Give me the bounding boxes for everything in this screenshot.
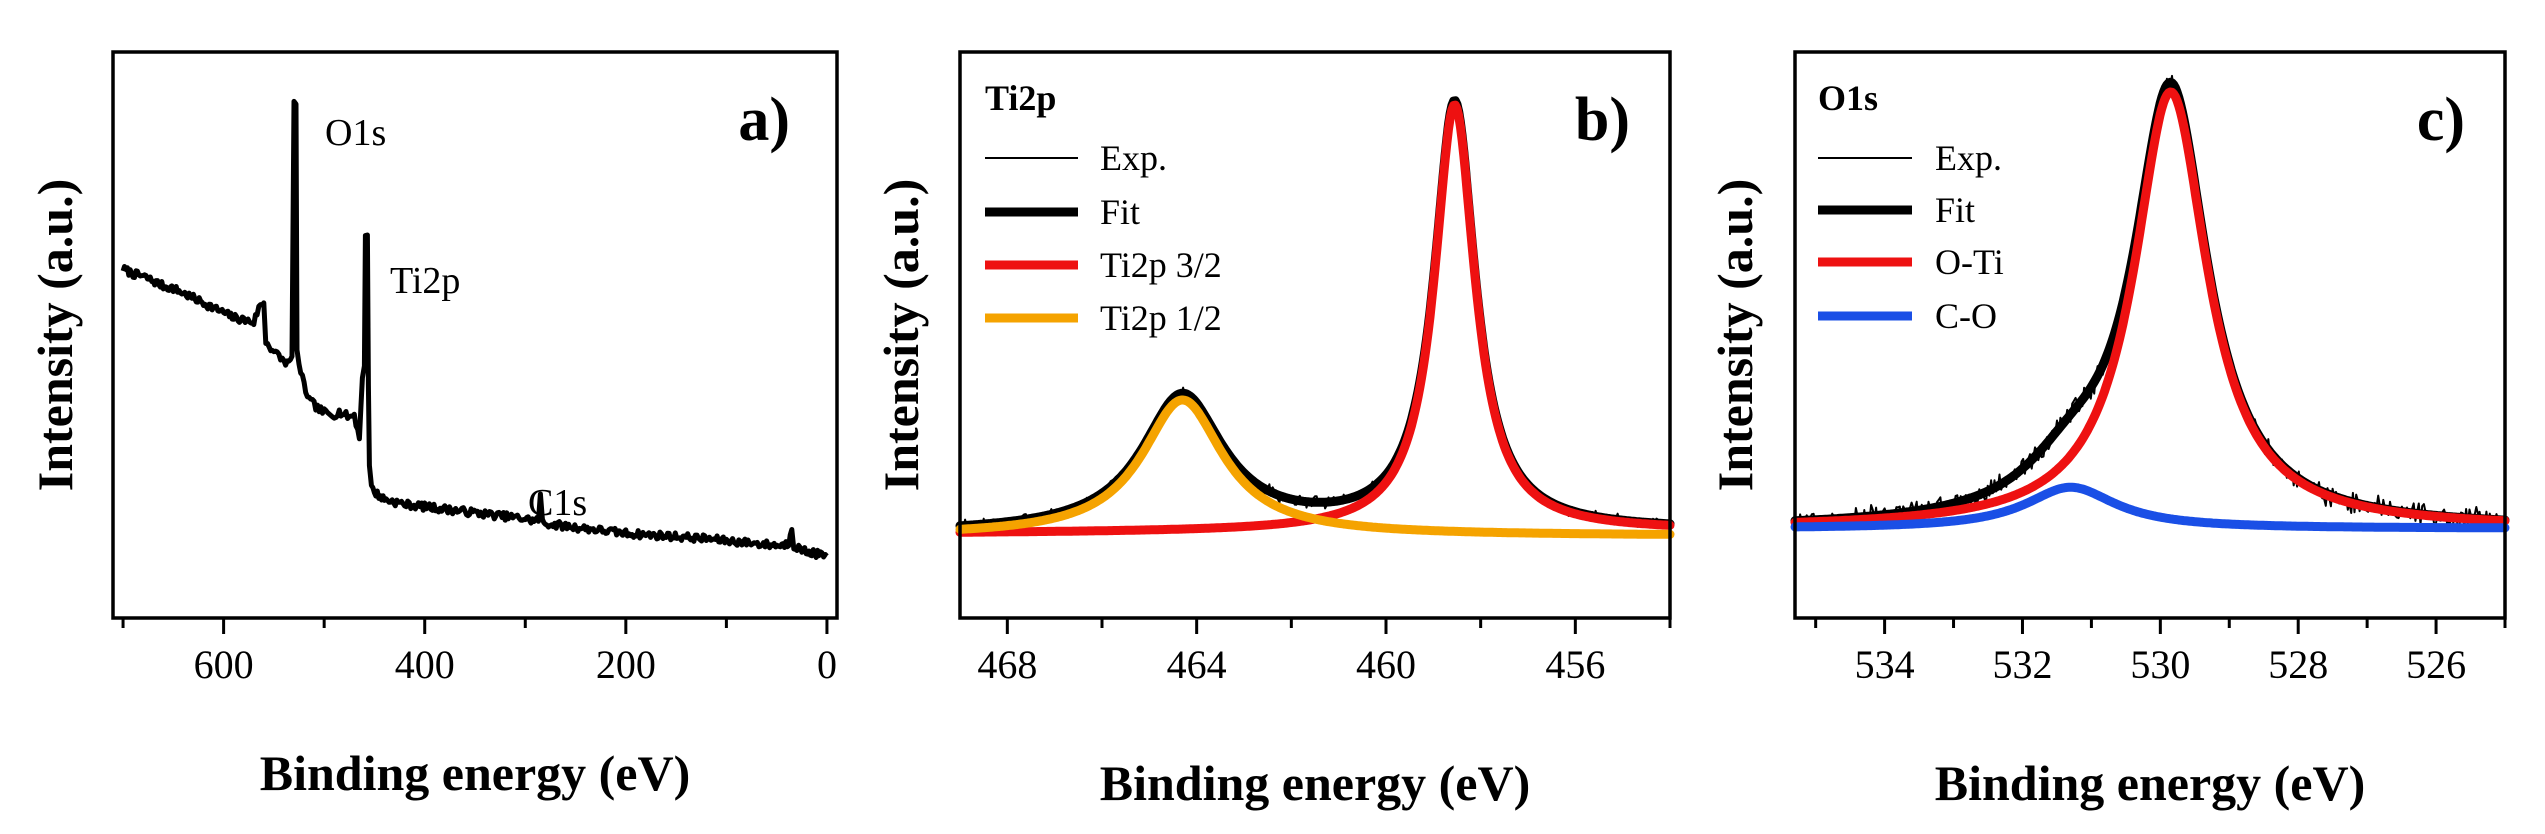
- panel-b-legend-title: Ti2p: [985, 78, 1056, 118]
- panel-c-legend-title: O1s: [1818, 78, 1878, 118]
- panel-c: 534 532 530 528 526 c) O1s Exp. Fit O-Ti C-O…: [1707, 50, 2510, 811]
- panel-b-x-axis-title: Binding energy (eV): [1100, 755, 1531, 811]
- panel-c-x-tick-label: 528: [2268, 642, 2328, 687]
- panel-c-legend-c-o: C-O: [1935, 296, 1997, 336]
- panel-b-x-tick-label: 464: [1167, 642, 1227, 687]
- panel-b-series-fit: [955, 96, 1675, 531]
- panel-c-x-tick-label: 532: [1992, 642, 2052, 687]
- panel-c-x-tick-label: 530: [2130, 642, 2190, 687]
- panel-c-x-tick-label: 526: [2406, 642, 2466, 687]
- annotation-ti2p: Ti2p: [390, 260, 460, 302]
- panel-a-y-axis-title: Intensity (a.u.): [27, 179, 83, 492]
- panel-b-axes-frame: [958, 50, 1672, 620]
- panel-c-series: [1790, 74, 2510, 533]
- panel-c-legend-o-ti: O-Ti: [1935, 242, 2004, 282]
- annotation-o1s: O1s: [325, 112, 386, 154]
- panel-a-label: a): [738, 86, 790, 154]
- panel-c-x-tick-label: 534: [1855, 642, 1915, 687]
- panel-b-legend: Ti2p Exp. Fit Ti2p 3/2 Ti2p 1/2: [985, 78, 1222, 338]
- panel-b-x-tick-label: 468: [977, 642, 1037, 687]
- panel-b-y-axis-title: Intensity (a.u.): [873, 179, 929, 492]
- panel-c-axes-frame: [1793, 50, 2507, 620]
- panel-c-legend: O1s Exp. Fit O-Ti C-O: [1818, 78, 2004, 336]
- panel-c-legend-fit: Fit: [1935, 190, 1975, 230]
- panel-a-x-tick-label: 0: [817, 642, 837, 687]
- panel-c-ticks: 534 532 530 528 526: [1814, 618, 2507, 687]
- panel-b-series-ti2p-1-2: [955, 395, 1675, 539]
- panel-c-y-axis-title: Intensity (a.u.): [1707, 179, 1763, 492]
- annotation-c1s: C1s: [528, 482, 587, 524]
- panel-b-legend-ti2p32: Ti2p 3/2: [1100, 245, 1222, 285]
- panel-b-x-tick-label: 460: [1356, 642, 1416, 687]
- panel-c-series-o-ti: [1790, 87, 2510, 527]
- panel-a-ticks: 600 400 200 0: [121, 618, 837, 687]
- panel-a-x-axis-title: Binding energy (eV): [260, 745, 691, 801]
- panel-b-series: [955, 96, 1675, 539]
- panel-c-legend-exp: Exp.: [1935, 138, 2002, 178]
- panel-a-x-tick-label: 200: [596, 642, 656, 687]
- panel-a: 600 400 200 0 a) O1s Ti2p C1s Binding energ…: [27, 50, 839, 801]
- panel-b-legend-ti2p12: Ti2p 1/2: [1100, 298, 1222, 338]
- panel-b-x-tick-label: 456: [1545, 642, 1605, 687]
- panel-c-x-axis-title: Binding energy (eV): [1935, 755, 2366, 811]
- panel-a-x-tick-label: 600: [194, 642, 254, 687]
- panel-c-series-c-o: [1790, 482, 2510, 533]
- panel-a-series: [120, 98, 829, 560]
- panel-b: 468 464 460 456 b) Ti2p Exp. Fit Ti2p 3/2 T…: [873, 50, 1675, 811]
- panel-b-legend-fit: Fit: [1100, 192, 1140, 232]
- panel-a-survey-line: [120, 98, 829, 560]
- panel-c-label: c): [2417, 86, 2465, 154]
- panel-a-x-tick-label: 400: [395, 642, 455, 687]
- panel-a-axes-frame: [111, 50, 839, 620]
- panel-b-legend-exp: Exp.: [1100, 138, 1167, 178]
- panel-b-ticks: 468 464 460 456: [977, 618, 1672, 687]
- panel-b-label: b): [1575, 86, 1630, 154]
